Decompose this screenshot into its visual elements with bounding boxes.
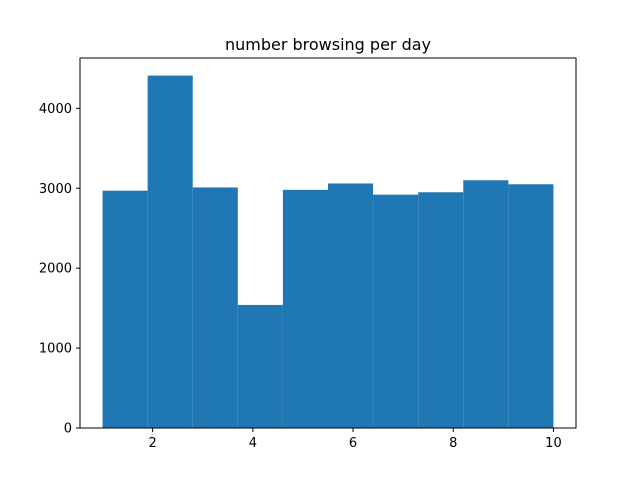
histogram-bar [508, 184, 554, 428]
x-tick-label: 6 [349, 436, 357, 451]
histogram-bar [237, 304, 283, 428]
histogram-bar [463, 180, 509, 428]
histogram-bar [147, 75, 193, 428]
x-tick-label: 4 [249, 436, 257, 451]
x-tick-label: 8 [449, 436, 457, 451]
plot-frame [79, 57, 577, 429]
y-tick-label: 2000 [39, 262, 72, 277]
x-axis-ticks: 2 4 6 8 10 [149, 428, 562, 451]
y-tick-label: 0 [64, 422, 72, 437]
histogram-bar [328, 183, 374, 428]
x-tick-label: 2 [149, 436, 157, 451]
histogram-bar [192, 187, 238, 428]
x-tick-label: 10 [545, 436, 562, 451]
histogram-bar [373, 194, 419, 428]
bars-group [102, 75, 554, 428]
y-tick-label: 3000 [39, 182, 72, 197]
y-tick-label: 1000 [39, 342, 72, 357]
y-axis-ticks: 0 1000 2000 3000 4000 [39, 102, 80, 437]
histogram-bar [282, 189, 328, 428]
chart-title: number browsing per day [225, 35, 431, 54]
histogram-bar [418, 192, 464, 428]
histogram-bar [102, 190, 148, 428]
y-tick-label: 4000 [39, 102, 72, 117]
